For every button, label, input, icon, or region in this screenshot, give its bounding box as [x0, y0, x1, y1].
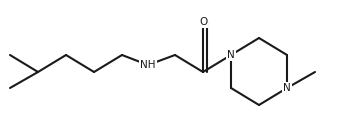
Text: O: O [199, 17, 207, 27]
Text: N: N [283, 83, 291, 93]
Text: NH: NH [140, 60, 156, 70]
Text: N: N [227, 50, 235, 60]
